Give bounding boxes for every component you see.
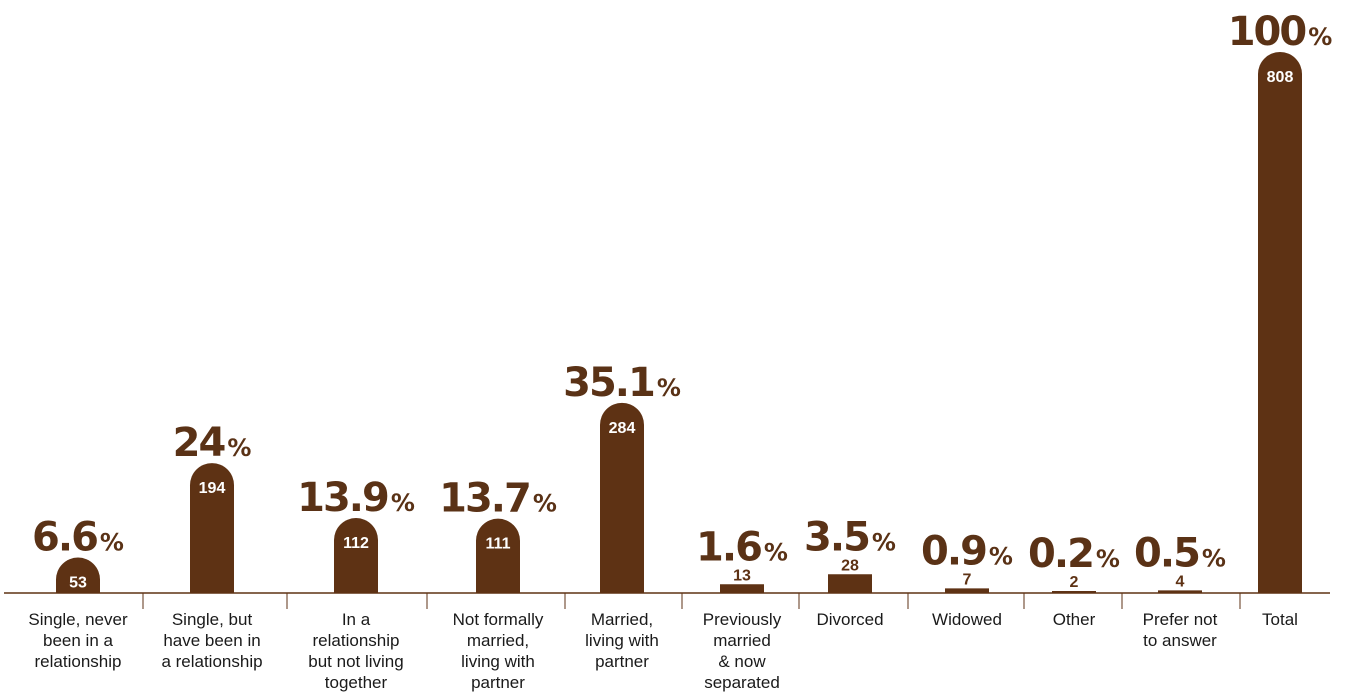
percent-label: 0.5%: [1134, 530, 1226, 576]
bars-group: [56, 52, 1302, 593]
percent-label: 13.7%: [439, 476, 557, 522]
category-label: Single, never been in a relationship: [28, 610, 128, 671]
count-label: 4: [1176, 573, 1185, 590]
category-label: Married, living with partner: [585, 610, 659, 671]
count-label: 194: [199, 480, 226, 497]
count-label: 28: [841, 557, 859, 574]
count-labels-group: 53 194 112 111 284 13 28 7 2 4 808: [69, 69, 1293, 592]
category-label: In a relationship but not living together: [308, 610, 403, 692]
category-label: Prefer not to answer: [1143, 610, 1218, 650]
bar: [1258, 52, 1302, 593]
bar: [600, 402, 644, 593]
bar: [56, 557, 100, 593]
bar: [720, 584, 764, 593]
category-label: Previously married & now separated: [703, 610, 782, 692]
percent-label: 24%: [173, 420, 252, 466]
count-label: 13: [733, 567, 751, 584]
bar: [1052, 591, 1096, 593]
category-label: Single, but have been in a relationship: [161, 610, 262, 671]
count-label: 111: [486, 536, 511, 553]
category-labels-group: Single, never been in a relationship Single…: [28, 610, 1298, 692]
percent-label: 13.9%: [297, 475, 415, 521]
percent-label: 35.1%: [563, 360, 681, 406]
percent-label: 0.9%: [921, 528, 1013, 574]
bar: [828, 574, 872, 593]
bar: [476, 518, 520, 593]
percent-label: 6.6%: [32, 515, 124, 561]
category-separators: [142, 593, 1241, 609]
bar: [1158, 590, 1202, 593]
percent-labels-group: 6.6 % 24 % 13.9% 13.7 % 35.1 % 1.6% 3.5% 0.9% 0.2% 0.…: [32, 9, 1332, 577]
count-label: 53: [69, 575, 87, 592]
bar: [945, 588, 989, 593]
percent-label: 0.2%: [1028, 531, 1120, 577]
bar: [334, 518, 378, 593]
bar: [190, 463, 234, 593]
count-label: 2: [1070, 574, 1079, 591]
category-label: Not formally married, living with partner: [453, 610, 544, 692]
percent-label: 1.6%: [696, 524, 788, 570]
percent-label: 100%: [1228, 9, 1333, 55]
count-label: 7: [963, 571, 972, 588]
count-label: 284: [609, 420, 636, 437]
count-label: 808: [1267, 69, 1294, 86]
category-label: Widowed: [932, 610, 1002, 629]
category-label: Other: [1053, 610, 1096, 629]
category-label: Total: [1262, 610, 1298, 629]
count-label: 112: [343, 535, 369, 552]
percent-label: 3.5%: [804, 514, 896, 560]
category-label: Divorced: [816, 610, 883, 629]
